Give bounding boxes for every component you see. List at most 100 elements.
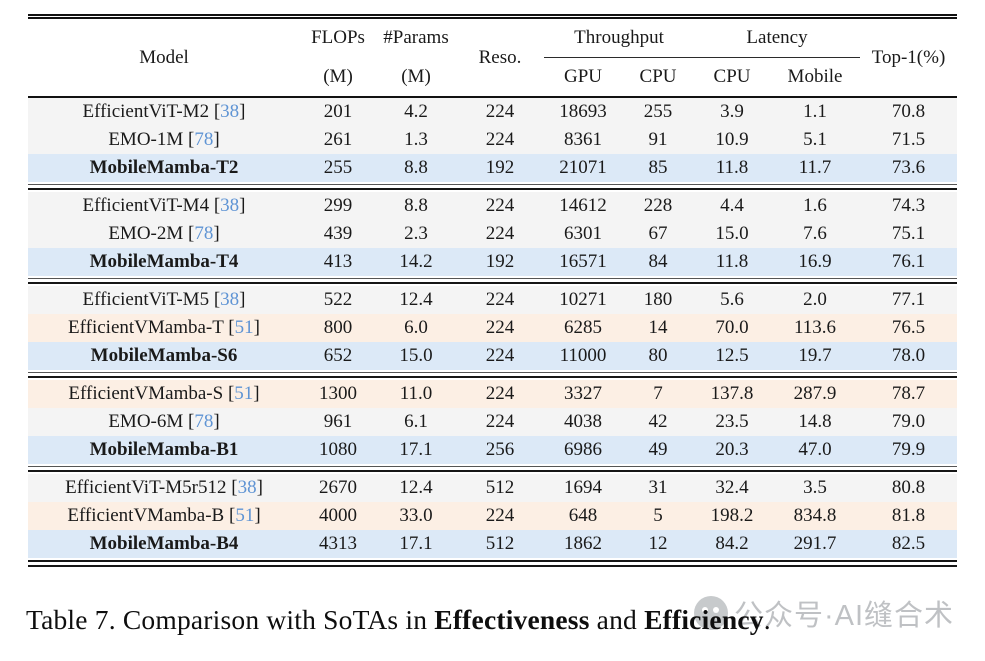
model-name: EfficientViT-M5r512 [65,477,227,498]
citation-number[interactable]: 78 [194,411,214,432]
citation-number[interactable]: 38 [220,101,240,122]
group-separator [28,182,957,192]
model-cell: EMO-6M [78] [28,408,300,436]
model-cell: EfficientViT-M4 [38] [28,192,300,220]
params-cell: 33.0 [399,505,433,526]
top1-cell: 78.0 [891,345,926,366]
cpu-t-cell: 180 [643,289,673,310]
citation-number[interactable]: 38 [220,195,240,216]
top1-cell: 75.1 [891,223,926,244]
gpu-cell: 6285 [564,317,602,338]
group-separator [28,370,957,380]
flops-cell: 2670 [319,477,357,498]
model-cell: MobileMamba-S6 [28,342,300,370]
citation-number[interactable]: 38 [237,477,257,498]
gpu-cell: 10271 [559,289,607,310]
cpu-t-cell: 84 [648,251,668,272]
table-row: EfficientVMamba-B [51] 4000 33.0 224 648 5 198… [28,502,957,530]
gpu-cell: 1862 [564,533,602,554]
header-throughput: Throughput [544,14,694,58]
results-table-container: Model FLOPs #Params Reso. Throughput Lat… [28,14,957,569]
table-row: MobileMamba-T2 255 8.8 192 21071 85 11.8 11.7 73… [28,154,957,182]
mobile-cell: 113.6 [793,317,837,338]
params-cell: 17.1 [399,439,433,460]
flops-cell: 255 [323,157,353,178]
table-row: MobileMamba-S6 652 15.0 224 11000 80 12.5 19.7 7… [28,342,957,370]
model-cell: MobileMamba-T4 [28,248,300,276]
table-row: EMO-1M [78] 261 1.3 224 8361 91 10.9 5.1 71.5 [28,126,957,154]
reso-cell: 224 [485,223,515,244]
gpu-cell: 21071 [559,157,607,178]
model-cell: MobileMamba-B4 [28,530,300,558]
reso-cell: 224 [485,383,515,404]
mobile-cell: 1.1 [803,101,827,122]
cpu-l-cell: 84.2 [715,533,749,554]
mobile-cell: 11.7 [798,157,832,178]
reso-cell: 224 [485,345,515,366]
model-cell: EMO-1M [78] [28,126,300,154]
table-row: MobileMamba-B4 4313 17.1 512 1862 12 84.2 291.7… [28,530,957,558]
rule-line [28,372,957,378]
citation-link[interactable]: [78] [183,223,220,244]
citation-number[interactable]: 38 [220,289,240,310]
model-name: EMO-6M [108,411,184,432]
params-cell: 8.8 [404,157,428,178]
model-name: MobileMamba-B1 [89,439,239,460]
header-latency: Latency [694,14,860,58]
gpu-cell: 6986 [564,439,602,460]
mobile-cell: 47.0 [798,439,832,460]
gpu-cell: 8361 [564,129,602,150]
citation-link[interactable]: [38] [209,195,246,216]
model-name: EMO-2M [108,223,184,244]
gpu-cell: 16571 [559,251,607,272]
watermark-text: 公众号·AI缝合术 [734,600,955,632]
params-cell: 12.4 [399,289,433,310]
params-cell: 1.3 [404,129,428,150]
citation-number[interactable]: 51 [234,317,254,338]
table-row: EfficientViT-M2 [38] 201 4.2 224 18693 255 3.9… [28,97,957,126]
params-cell: 15.0 [399,345,433,366]
header-params: #Params [376,14,456,58]
cpu-l-cell: 198.2 [710,505,754,526]
cpu-l-cell: 11.8 [715,157,749,178]
header-cpu-latency: CPU [694,57,770,98]
table-row: EMO-6M [78] 961 6.1 224 4038 42 23.5 14.8 79.0 [28,408,957,436]
citation-link[interactable]: [78] [183,411,220,432]
model-cell: EfficientVMamba-T [51] [28,314,300,342]
table-row: EfficientViT-M5 [38] 522 12.4 224 10271 180 5.… [28,286,957,314]
cpu-t-cell: 228 [643,195,673,216]
table-row: EfficientViT-M5r512 [38] 2670 12.4 512 1694 3… [28,474,957,502]
citation-link[interactable]: [51] [223,383,260,404]
model-cell: EfficientViT-M5 [38] [28,286,300,314]
top1-cell: 79.0 [891,411,926,432]
params-cell: 6.1 [404,411,428,432]
flops-cell: 522 [323,289,353,310]
citation-number[interactable]: 51 [234,383,254,404]
mobile-cell: 3.5 [803,477,827,498]
flops-cell: 1080 [319,439,357,460]
citation-link[interactable]: [51] [223,317,260,338]
cpu-l-cell: 15.0 [715,223,749,244]
watermark-wechat-icon [694,596,728,630]
gpu-cell: 14612 [559,195,607,216]
citation-number[interactable]: 51 [235,505,255,526]
top1-cell: 78.7 [891,383,926,404]
rule-line [28,560,957,567]
cpu-l-cell: 4.4 [720,195,744,216]
gpu-cell: 3327 [564,383,602,404]
citation-link[interactable]: [51] [224,505,261,526]
citation-link[interactable]: [38] [226,477,263,498]
model-name: EfficientViT-M5 [82,289,210,310]
citation-link[interactable]: [78] [183,129,220,150]
caption-prefix: Table 7. Comparison with SoTAs in [26,604,435,635]
cpu-l-cell: 11.8 [715,251,749,272]
cpu-l-cell: 23.5 [715,411,749,432]
cpu-t-cell: 31 [648,477,668,498]
params-cell: 2.3 [404,223,428,244]
reso-cell: 512 [485,533,515,554]
citation-link[interactable]: [38] [209,289,246,310]
citation-number[interactable]: 78 [194,223,214,244]
citation-link[interactable]: [38] [209,101,246,122]
citation-number[interactable]: 78 [194,129,214,150]
mobile-cell: 1.6 [803,195,827,216]
